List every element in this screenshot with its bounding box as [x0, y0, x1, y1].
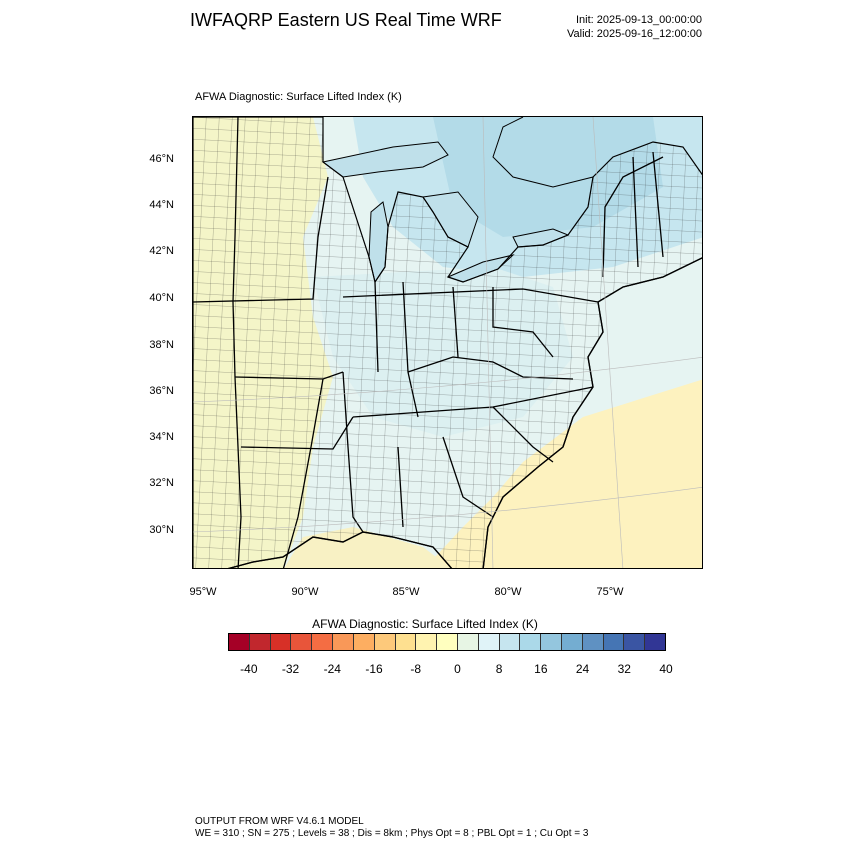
lat-label-46n: 46°N: [149, 153, 174, 165]
map-subtitle: AFWA Diagnostic: Surface Lifted Index (K…: [195, 91, 402, 103]
valid-time: Valid: 2025-09-16_12:00:00: [567, 28, 702, 40]
model-info-line2: WE = 310 ; SN = 275 ; Levels = 38 ; Dis …: [195, 828, 589, 839]
colorbar-cell: [603, 634, 625, 650]
colorbar-cell: [478, 634, 500, 650]
lat-label-44n: 44°N: [149, 199, 174, 211]
colorbar-tick-label: -24: [323, 662, 341, 676]
colorbar-tick-label: 40: [659, 662, 673, 676]
colorbar: [228, 633, 666, 651]
gulf-coastline: [227, 531, 453, 568]
model-info-line1: OUTPUT FROM WRF V4.6.1 MODEL: [195, 816, 364, 827]
colorbar-cell: [270, 634, 292, 650]
state-boundaries: [193, 117, 664, 568]
graticule: [193, 117, 702, 568]
colorbar-cell: [229, 634, 250, 650]
colorbar-tick-label: -8: [410, 662, 422, 676]
colorbar-cell: [541, 634, 562, 650]
colorbar-cell: [499, 634, 521, 650]
colorbar-tick-label: -32: [281, 662, 300, 676]
colorbar-cell: [437, 634, 458, 650]
colorbar-cell: [249, 634, 271, 650]
colorbar-cell: [291, 634, 313, 650]
colorbar-tick-label: 0: [454, 662, 461, 676]
lat-label-38n: 38°N: [149, 339, 174, 351]
colorbar-cell: [520, 634, 542, 650]
field-southeast-warm: [424, 379, 702, 568]
colorbar-cell: [416, 634, 438, 650]
lon-label-90w: 90°W: [291, 586, 319, 598]
lon-label-75w: 75°W: [596, 586, 624, 598]
colorbar-cell: [645, 634, 666, 650]
lake-superior: [321, 141, 449, 178]
colorbar-cell: [395, 634, 417, 650]
init-time: Init: 2025-09-13_00:00:00: [576, 14, 702, 26]
colorbar-cell: [333, 634, 354, 650]
colorbar-cell: [353, 634, 375, 650]
colorbar-cell: [582, 634, 604, 650]
colorbar-cell: [374, 634, 396, 650]
colorbar-cell: [624, 634, 646, 650]
lat-label-30n: 30°N: [149, 524, 174, 536]
colorbar-tick-label: 24: [575, 662, 590, 676]
lat-label-32n: 32°N: [149, 477, 174, 489]
lon-label-80w: 80°W: [494, 586, 522, 598]
chart-title: IWFAQRP Eastern US Real Time WRF: [190, 10, 502, 30]
lat-label-36n: 36°N: [149, 385, 174, 397]
colorbar-title: AFWA Diagnostic: Surface Lifted Index (K…: [312, 617, 538, 631]
lon-label-85w: 85°W: [392, 586, 420, 598]
colorbar-tick-label: -16: [365, 662, 383, 676]
atlantic-coastline: [482, 257, 702, 568]
colorbar-tick-label: -40: [240, 662, 258, 676]
lifted-index-map: [193, 117, 702, 568]
colorbar-tick-label: 16: [534, 662, 548, 676]
map-panel: [192, 116, 703, 569]
colorbar-cell: [457, 634, 479, 650]
lat-label-42n: 42°N: [149, 245, 174, 257]
lon-label-95w: 95°W: [189, 586, 217, 598]
colorbar-cell: [562, 634, 583, 650]
lat-label-34n: 34°N: [149, 431, 174, 443]
lat-label-40n: 40°N: [149, 292, 174, 304]
colorbar-tick-label: 8: [495, 662, 503, 676]
hudson-coast: [492, 117, 594, 188]
colorbar-cell: [312, 634, 334, 650]
colorbar-tick-label: 32: [617, 662, 631, 676]
run-times: Init: 2025-09-13_00:00:00 Valid: 2025-09…: [567, 13, 702, 41]
